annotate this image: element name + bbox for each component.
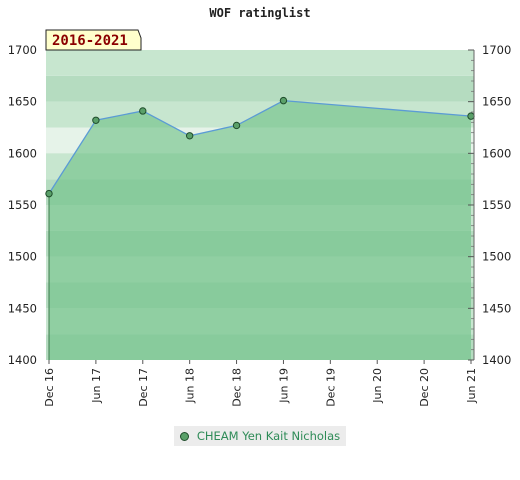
data-point[interactable] (185, 132, 194, 140)
axes-layer: 1400 1400 1450 1450 1500 1500 1550 1550 1600 1600… (8, 43, 512, 407)
data-point[interactable] (467, 112, 475, 120)
y-tick-label-right: 1500 (482, 250, 511, 264)
y-tick-label-right: 1450 (482, 301, 511, 315)
x-tick-label: Jun 18 (184, 368, 197, 404)
badge-box (45, 29, 142, 51)
y-tick-label-left: 1600 (8, 146, 37, 160)
period-badge: 2016-2021 (45, 29, 142, 51)
x-tick-label: Jun 21 (465, 368, 478, 404)
y-tick-label-right: 1550 (482, 198, 511, 212)
points-layer (45, 96, 475, 198)
legend-label: CHEAM Yen Kait Nicholas (196, 429, 341, 443)
y-tick-label-right: 1400 (482, 353, 511, 367)
y-tick-label-left: 1450 (8, 301, 37, 315)
x-tick-label: Jun 17 (90, 368, 103, 404)
chart-title: WOF ratinglist (209, 6, 310, 20)
y-tick-label-right: 1700 (482, 43, 511, 57)
legend-marker-icon (179, 431, 189, 441)
legend[interactable]: CHEAM Yen Kait Nicholas (174, 426, 346, 446)
x-tick-label: Dec 20 (418, 368, 431, 407)
data-point[interactable] (92, 116, 100, 124)
data-point[interactable] (279, 96, 288, 105)
grid-band (46, 75, 474, 102)
y-tick-label-right: 1600 (482, 146, 511, 160)
series-area (49, 100, 471, 360)
data-point[interactable] (45, 189, 53, 198)
x-tick-label: Jun 20 (371, 368, 384, 404)
data-point[interactable] (139, 107, 147, 115)
x-tick-label: Dec 19 (324, 368, 337, 407)
area-layer (49, 100, 471, 360)
y-tick-label-left: 1650 (8, 95, 37, 109)
x-tick-label: Jun 19 (277, 368, 290, 404)
x-tick-label: Dec 17 (137, 368, 150, 407)
x-tick-label: Dec 18 (231, 368, 244, 407)
grid-band (46, 50, 474, 76)
y-tick-label-left: 1400 (8, 353, 37, 367)
y-tick-label-left: 1550 (8, 198, 37, 212)
y-tick-label-right: 1650 (482, 95, 511, 109)
y-tick-label-left: 1700 (8, 43, 37, 57)
badge-text: 2016-2021 (52, 33, 128, 49)
data-point[interactable] (232, 121, 241, 130)
x-tick-label: Dec 16 (43, 368, 56, 407)
y-tick-label-left: 1500 (8, 250, 37, 264)
